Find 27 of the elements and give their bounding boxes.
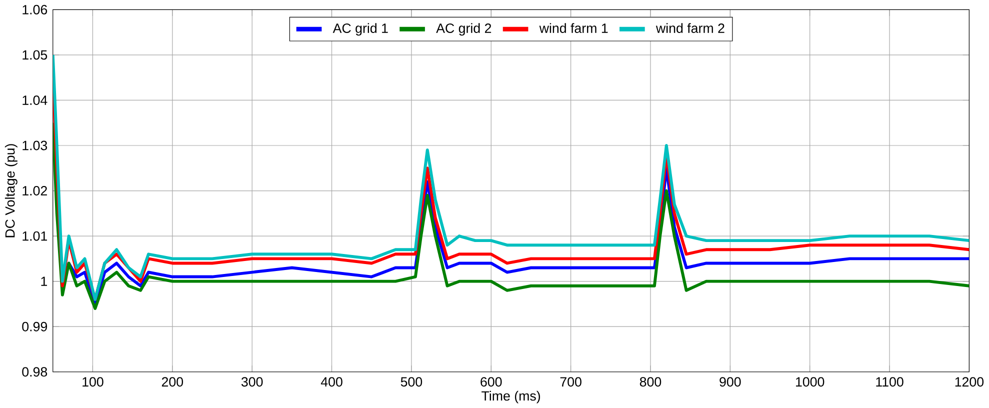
x-tick-label: 400 (320, 377, 342, 386)
y-tick-label: 1.05 (22, 50, 48, 60)
x-tick-label: 800 (640, 377, 662, 386)
legend-label: AC grid 2 (436, 23, 492, 36)
x-tick-label: 1200 (955, 377, 984, 386)
x-tick-label: 300 (241, 377, 263, 386)
x-tick-label: 700 (560, 377, 582, 386)
y-tick-label: 1.03 (22, 140, 48, 150)
y-tick-label: 1.02 (22, 186, 47, 196)
legend-label: AC grid 1 (332, 23, 388, 36)
y-tick-label: 0.98 (22, 367, 48, 377)
legend-label: wind farm 1 (539, 23, 608, 33)
y-tick-label: 1.06 (22, 4, 48, 14)
x-tick-label: 1100 (876, 377, 904, 386)
x-tick-label: 600 (480, 377, 502, 386)
x-tick-label: 1000 (796, 377, 824, 386)
legend-label: wind farm 2 (656, 23, 724, 33)
x-tick-label: 900 (720, 377, 741, 386)
y-tick-label: 1.01 (22, 231, 47, 241)
x-tick-label: 500 (400, 377, 422, 386)
x-tick-label: 200 (162, 377, 184, 386)
y-tick-label: 1 (41, 276, 47, 286)
y-tick-label: 0.99 (22, 322, 48, 332)
x-axis-title: Time (ms) (482, 390, 540, 404)
y-axis-title: DC Voltage (pu) (4, 144, 18, 238)
y-tick-label: 1.04 (22, 95, 48, 105)
x-tick-label: 100 (82, 377, 104, 386)
